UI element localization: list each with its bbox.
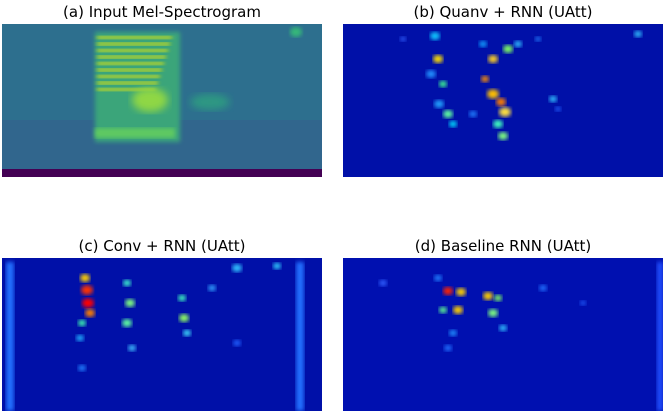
image-texture <box>97 42 170 46</box>
panel-title: (c) Conv + RNN (UAtt) <box>79 237 246 255</box>
image-texture <box>514 40 522 48</box>
image-texture <box>493 120 503 128</box>
image-texture <box>539 284 547 292</box>
image-texture <box>128 344 136 352</box>
image-texture <box>453 306 463 314</box>
image-texture <box>78 364 86 372</box>
image-texture <box>273 262 281 270</box>
image-texture <box>443 287 453 295</box>
image-texture <box>400 36 406 42</box>
image-texture <box>443 110 453 118</box>
image-texture <box>549 95 557 103</box>
image-texture <box>95 128 175 138</box>
image-texture <box>290 27 302 37</box>
attention-map <box>343 258 663 411</box>
image-texture <box>494 294 502 302</box>
image-texture <box>296 262 304 411</box>
image-texture <box>426 70 436 78</box>
image-texture <box>444 344 452 352</box>
image-texture <box>487 89 499 99</box>
image-texture <box>434 100 444 108</box>
image-texture <box>85 309 95 317</box>
image-texture <box>82 298 94 308</box>
image-texture <box>535 36 541 42</box>
image-texture <box>190 94 230 110</box>
image-texture <box>449 329 457 337</box>
image-texture <box>634 30 642 38</box>
image-texture <box>76 334 84 342</box>
image-texture <box>481 75 489 83</box>
image-texture <box>125 299 135 307</box>
image-texture <box>433 55 443 63</box>
image-texture <box>97 36 172 39</box>
image-texture <box>499 324 507 332</box>
attention-map <box>343 24 663 177</box>
image-texture <box>97 75 160 78</box>
image-texture <box>379 279 387 287</box>
image-texture <box>97 49 168 52</box>
image-texture <box>208 284 216 292</box>
image-texture <box>580 300 586 306</box>
image-texture <box>498 132 508 140</box>
image-texture <box>456 288 466 296</box>
image-texture <box>439 306 447 314</box>
image-texture <box>97 68 162 72</box>
panel-title: (b) Quanv + RNN (UAtt) <box>413 3 592 21</box>
image-texture <box>479 40 487 48</box>
image-texture <box>179 314 189 322</box>
image-texture <box>123 279 131 287</box>
image-texture <box>430 32 440 40</box>
image-texture <box>503 45 513 53</box>
image-texture <box>657 262 663 411</box>
image-texture <box>178 294 186 302</box>
image-texture <box>499 107 511 117</box>
panel-title: (d) Baseline RNN (UAtt) <box>415 237 591 255</box>
image-texture <box>439 80 447 88</box>
image-texture <box>469 110 477 118</box>
attention-map <box>2 258 322 411</box>
image-texture <box>95 32 180 142</box>
image-texture <box>6 262 14 411</box>
image-texture <box>97 62 164 65</box>
spectrogram-image <box>2 24 322 177</box>
image-texture <box>555 106 561 112</box>
image-texture <box>97 81 158 85</box>
image-texture <box>488 55 498 63</box>
image-texture <box>2 169 322 177</box>
image-texture <box>232 264 242 272</box>
image-texture <box>434 274 442 282</box>
image-texture <box>496 98 506 106</box>
image-texture <box>97 88 156 91</box>
image-texture <box>2 258 322 411</box>
image-texture <box>78 319 86 327</box>
image-texture <box>483 292 493 300</box>
image-texture <box>122 319 132 327</box>
image-texture <box>183 329 191 337</box>
image-texture <box>132 88 168 112</box>
panel-title: (a) Input Mel-Spectrogram <box>63 3 261 21</box>
image-texture <box>233 339 241 347</box>
image-texture <box>488 309 498 317</box>
image-texture <box>97 55 166 59</box>
image-texture <box>81 285 93 295</box>
image-texture <box>80 274 90 282</box>
image-texture <box>449 120 457 128</box>
image-texture <box>343 258 663 411</box>
